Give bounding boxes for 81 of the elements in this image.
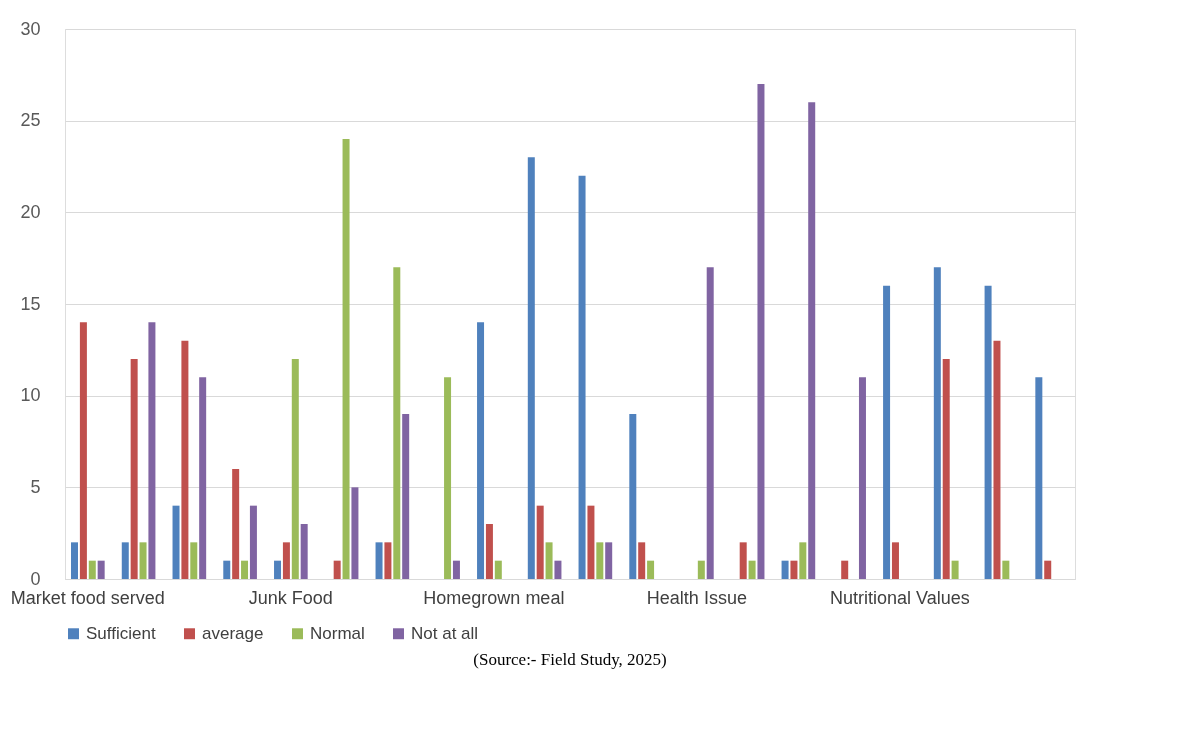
bar [249,505,257,579]
text: (Source:- Field Study, 2025) [473,650,667,669]
bar [333,560,341,579]
bar [1002,560,1010,579]
bar [554,560,562,579]
bar [477,322,485,579]
bar [342,139,350,579]
bar [300,524,308,579]
y-tick-label: 0 [30,568,41,589]
x-tick-label: Nutritional Values [830,587,970,608]
bar [790,560,798,579]
bar [232,469,240,579]
bar [739,542,747,579]
bar [130,359,138,579]
bar [181,340,189,579]
bar [351,487,359,579]
bar [578,175,586,579]
bar [71,542,79,579]
y-tick-label: 20 [20,201,41,222]
bar [605,542,613,579]
bar [697,560,705,579]
bar [536,505,544,579]
y-tick-label: 15 [20,293,41,314]
bar [121,542,129,579]
bar [841,560,849,579]
bar [139,542,147,579]
bar [942,359,950,579]
bar [241,560,249,579]
bar [527,157,535,579]
bar [274,560,282,579]
bar [88,560,96,579]
bar [638,542,646,579]
bar [799,542,807,579]
bar [706,267,714,579]
bar [596,542,604,579]
legend-label: Sufficient [86,623,156,643]
legend-label: Normal [310,623,365,643]
y-tick-label: 25 [20,110,41,131]
bar [883,285,891,579]
bar [172,505,180,579]
x-tick-label: Market food served [10,587,165,608]
bar [452,560,460,579]
y-tick-label: 10 [20,385,41,406]
bar [402,414,410,579]
bar [190,542,198,579]
bar [97,560,105,579]
bar [223,560,231,579]
bar [375,542,383,579]
y-tick-label: 30 [20,18,41,39]
bar [79,322,87,579]
bar [291,359,299,579]
y-tick-label: 5 [30,476,41,497]
legend-label: average [202,623,264,643]
bar [384,542,392,579]
bar [494,560,502,579]
bar [781,560,789,579]
bar [933,267,941,579]
bar [1044,560,1052,579]
bar [282,542,290,579]
bar [951,560,959,579]
bar [199,377,207,579]
bar [984,285,992,579]
bar [647,560,655,579]
bar [757,84,765,579]
x-tick-label: Health Issue [646,587,747,608]
bar [148,322,156,579]
x-tick-label: Junk Food [248,587,333,608]
legend-label: Not at all [411,623,479,643]
bar [587,505,595,579]
x-tick-label: Homegrown meal [423,587,565,608]
bar [485,524,493,579]
bar [993,340,1001,579]
bar [545,542,553,579]
bar [858,377,866,579]
bar [629,414,637,579]
bar [891,542,899,579]
bar [808,102,816,579]
bar [444,377,452,579]
bar [1035,377,1043,579]
bar [748,560,756,579]
bar [393,267,401,579]
